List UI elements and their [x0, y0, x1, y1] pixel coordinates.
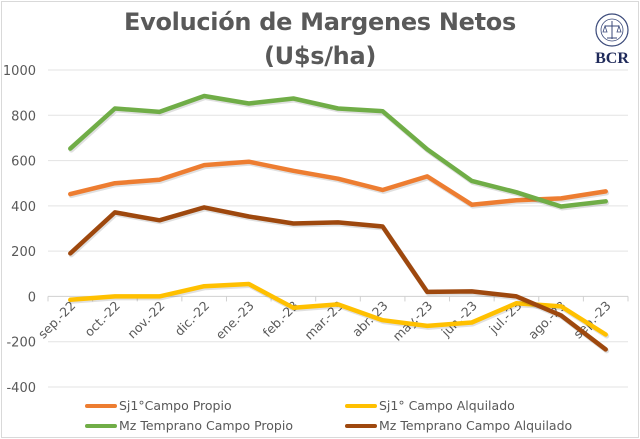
legend-label: Sj1° Campo Alquilado — [379, 398, 515, 413]
bcr-logo-text: BCR — [595, 50, 629, 67]
y-tick-label: 200 — [11, 245, 36, 260]
series-line-3 — [68, 205, 608, 352]
x-tick-label: dic.-22 — [171, 298, 212, 339]
legend-swatch — [85, 403, 117, 408]
bcr-seal-icon — [595, 13, 629, 47]
y-tick-label: -400 — [6, 381, 36, 396]
legend-swatch — [345, 403, 377, 408]
chart-subtitle: (U$s/ha) — [263, 42, 377, 70]
series-line-2 — [68, 93, 608, 209]
legend-swatch — [345, 423, 377, 428]
legend-item: Sj1° Campo Alquilado — [345, 398, 515, 413]
series-lines — [68, 93, 610, 354]
x-tick-label: sep.-22 — [35, 298, 79, 342]
legend-item: Mz Temprano Campo Alquilado — [345, 418, 572, 433]
y-tick-label: 600 — [11, 155, 36, 170]
x-tick-label: nov.-22 — [124, 298, 167, 341]
x-tick-label: oct.-22 — [81, 298, 123, 340]
y-tick-label: 1000 — [3, 64, 36, 79]
y-tick-label: -200 — [6, 336, 36, 351]
x-tick-label: jun.-23 — [438, 298, 480, 340]
legend-label: Mz Temprano Campo Propio — [119, 418, 293, 433]
series-shadow — [68, 95, 610, 211]
y-tick-label: 0 — [28, 290, 36, 305]
legend-label: Mz Temprano Campo Alquilado — [379, 418, 573, 433]
legend-label: Sj1°Campo Propio — [119, 398, 232, 413]
y-tick-label: 800 — [11, 109, 36, 124]
legend-item: Mz Temprano Campo Propio — [85, 418, 293, 433]
y-tick-label: 400 — [11, 200, 36, 215]
chart-title: Evolución de Margenes Netos — [124, 8, 516, 36]
legend-item: Sj1°Campo Propio — [85, 398, 232, 413]
bcr-logo: BCR — [590, 10, 634, 70]
y-axis-ticks: -400 -200 0 200 400 600 800 1000 — [3, 64, 36, 396]
x-tick-label: ene.-23 — [213, 298, 257, 342]
legend-swatch — [85, 423, 117, 428]
